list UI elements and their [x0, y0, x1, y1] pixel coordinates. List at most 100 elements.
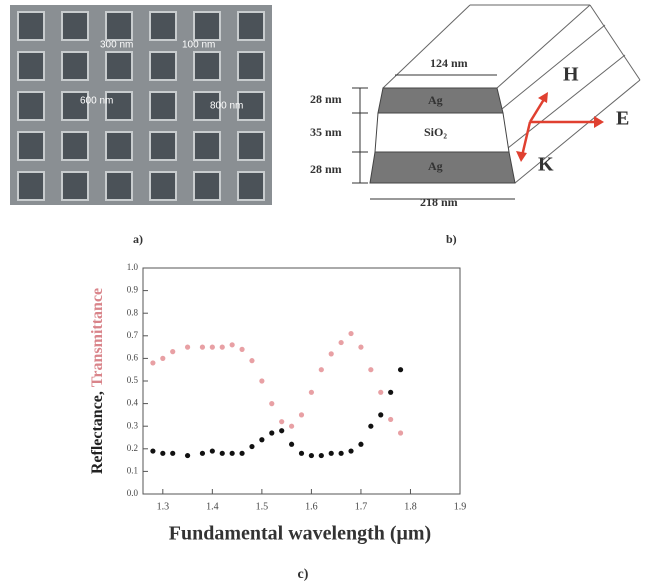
field-label: E: [616, 108, 629, 130]
point: [368, 424, 373, 429]
y-tick-label: 0.6: [127, 352, 139, 362]
point: [185, 345, 190, 350]
structure: [352, 5, 640, 199]
point: [299, 451, 304, 456]
sem-label: 600 nm: [80, 96, 113, 107]
y-axis-label: Reflectance, Transmittance: [89, 288, 106, 474]
x-tick-label: 1.8: [404, 501, 417, 512]
y-tick-label: 0.7: [127, 330, 139, 340]
point: [329, 351, 334, 356]
y-tick-label: 0.4: [127, 398, 139, 408]
dimension: 218 nm: [420, 195, 458, 209]
y-tick-label: 0.2: [127, 443, 138, 453]
plot-frame: [143, 268, 460, 494]
y-tick-label: 0.3: [127, 420, 139, 430]
hole: [150, 52, 176, 80]
point: [309, 453, 314, 458]
point: [150, 448, 155, 453]
x-tick-label: 1.9: [454, 501, 467, 512]
x-axis-label: Fundamental wavelength (μm): [169, 523, 431, 545]
hole: [62, 132, 88, 160]
point: [329, 451, 334, 456]
x-tick-label: 1.7: [355, 501, 368, 512]
point: [398, 367, 403, 372]
hole: [62, 12, 88, 40]
layer-label: Ag: [428, 159, 443, 173]
hole: [106, 172, 132, 200]
hole: [238, 12, 264, 40]
point: [348, 331, 353, 336]
x-tick-label: 1.3: [157, 501, 170, 512]
hole: [238, 132, 264, 160]
point: [210, 448, 215, 453]
hole: [194, 172, 220, 200]
figure: 300 nm 100 nm 600 nm 800 nm a) 124 nm 28…: [0, 0, 660, 584]
point: [388, 417, 393, 422]
hole: [106, 12, 132, 40]
layer-label: SiO₂: [424, 125, 447, 139]
point: [185, 453, 190, 458]
field-label: K: [538, 154, 554, 176]
point: [299, 412, 304, 417]
field-label: H: [563, 64, 579, 86]
point: [200, 451, 205, 456]
hole: [18, 12, 44, 40]
point: [378, 412, 383, 417]
caption: b): [446, 232, 457, 246]
layer-label: Ag: [428, 93, 443, 107]
point: [289, 424, 294, 429]
x-tick-label: 1.4: [206, 501, 219, 512]
hole: [238, 52, 264, 80]
hole: [18, 172, 44, 200]
hole: [150, 132, 176, 160]
hole: [194, 12, 220, 40]
point: [339, 340, 344, 345]
y-tick-label: 0.9: [127, 285, 139, 295]
point: [388, 390, 393, 395]
y-tick-label: 0.0: [127, 488, 139, 498]
point: [239, 451, 244, 456]
dimension: 28 nm: [310, 92, 342, 106]
y-label-part: Reflectance,: [89, 391, 106, 474]
point: [279, 419, 284, 424]
y-tick-label: 0.5: [127, 375, 139, 385]
x-tick-label: 1.6: [305, 501, 318, 512]
point: [230, 342, 235, 347]
point: [230, 451, 235, 456]
hole: [150, 92, 176, 120]
x-tick-label: 1.5: [256, 501, 269, 512]
point: [210, 345, 215, 350]
point: [249, 444, 254, 449]
hole: [18, 92, 44, 120]
point: [259, 378, 264, 383]
hole: [150, 172, 176, 200]
point: [220, 451, 225, 456]
y-tick-label: 0.8: [127, 307, 139, 317]
point: [289, 442, 294, 447]
point: [150, 360, 155, 365]
point: [269, 401, 274, 406]
hole: [194, 52, 220, 80]
point: [348, 448, 353, 453]
dimension: 35 nm: [310, 125, 342, 139]
point: [170, 349, 175, 354]
dimension: 124 nm: [430, 56, 468, 70]
y-label-part: Transmittance: [89, 288, 106, 387]
point: [170, 451, 175, 456]
point: [358, 442, 363, 447]
hole: [106, 52, 132, 80]
y-tick-label: 0.1: [127, 465, 138, 475]
hole: [18, 132, 44, 160]
caption: c): [298, 567, 309, 582]
point: [160, 451, 165, 456]
point: [319, 367, 324, 372]
point: [220, 345, 225, 350]
sem-label: 800 nm: [210, 101, 243, 112]
point: [368, 367, 373, 372]
point: [200, 345, 205, 350]
page: 300 nm 100 nm 600 nm 800 nm a) 124 nm 28…: [0, 0, 660, 584]
hole: [62, 172, 88, 200]
hole: [62, 52, 88, 80]
point: [249, 358, 254, 363]
caption: a): [133, 232, 143, 246]
